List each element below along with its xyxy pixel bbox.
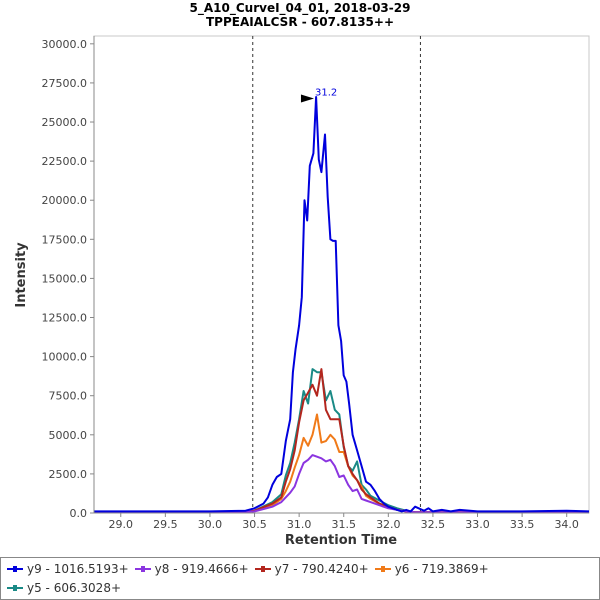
- peak-label: 31.2: [315, 88, 337, 99]
- legend-row: y5 - 606.3028+: [7, 578, 127, 598]
- y-tick-label: 10000.0: [42, 351, 88, 364]
- x-tick-label: 33.5: [510, 518, 535, 531]
- y-axis-label: Intensity: [14, 242, 29, 308]
- chart-subtitle: TPPEAIALCSR - 607.8135++: [206, 15, 394, 29]
- chromatogram-chart: 5_A10_CurveI_04_01, 2018-03-29 TPPEAIALC…: [14, 1, 590, 548]
- y-tick-label: 0.0: [70, 507, 88, 520]
- legend-label: y7 - 790.4240+: [274, 562, 369, 576]
- legend-row: y9 - 1016.5193+ y8 - 919.4666+ y7 - 790.42…: [7, 559, 495, 579]
- peak-marker-icon: [300, 94, 314, 103]
- legend-label: y9 - 1016.5193+: [27, 562, 129, 576]
- y-tick-label: 12500.0: [42, 312, 88, 325]
- x-tick-label: 29.0: [109, 518, 134, 531]
- legend-item-y5[interactable]: y5 - 606.3028+: [7, 581, 121, 595]
- x-tick-label: 33.0: [465, 518, 490, 531]
- legend-swatch-icon: [7, 585, 23, 591]
- y-tick-label: 20000.0: [42, 194, 88, 207]
- legend-label: y8 - 919.4666+: [154, 562, 249, 576]
- y-tick-label: 22500.0: [42, 155, 88, 168]
- legend-swatch-icon: [7, 566, 23, 572]
- y-tick-label: 30000.0: [42, 38, 88, 51]
- x-tick-label: 31.0: [287, 518, 312, 531]
- chart-legend: y9 - 1016.5193+ y8 - 919.4666+ y7 - 790.42…: [0, 557, 600, 600]
- chart-title: 5_A10_CurveI_04_01, 2018-03-29: [190, 1, 411, 16]
- series-line-y9[interactable]: [94, 96, 590, 513]
- legend-label: y5 - 606.3028+: [27, 581, 122, 595]
- legend-item-y6[interactable]: y6 - 719.3869+: [374, 562, 489, 576]
- legend-label: y6 - 719.3869+: [394, 562, 489, 576]
- plot-area[interactable]: [93, 35, 590, 514]
- legend-swatch-icon: [254, 566, 271, 572]
- x-tick-label: 32.5: [421, 518, 446, 531]
- series-line-y5[interactable]: [94, 368, 589, 514]
- legend-swatch-icon: [134, 566, 151, 572]
- y-tick-label: 2500.0: [49, 468, 88, 481]
- x-tick-label: 32.0: [376, 518, 401, 531]
- y-tick-label: 5000.0: [49, 429, 88, 442]
- y-tick-label: 15000.0: [42, 272, 88, 285]
- y-tick-label: 17500.0: [42, 233, 88, 246]
- legend-swatch-icon: [374, 566, 391, 572]
- x-tick-label: 30.0: [198, 518, 223, 531]
- x-tick-label: 34.0: [554, 518, 579, 531]
- y-tick-label: 27500.0: [42, 77, 88, 90]
- x-tick-label: 31.5: [331, 518, 356, 531]
- y-tick-label: 25000.0: [42, 116, 88, 129]
- legend-item-y8[interactable]: y8 - 919.4666+: [134, 562, 249, 576]
- x-tick-label: 29.5: [153, 518, 178, 531]
- y-tick-label: 7500.0: [49, 390, 88, 403]
- legend-item-y9[interactable]: y9 - 1016.5193+: [7, 562, 129, 576]
- series-line-y8[interactable]: [94, 454, 589, 514]
- legend-item-y7[interactable]: y7 - 790.4240+: [254, 562, 369, 576]
- x-axis-label: Retention Time: [285, 533, 397, 548]
- x-tick-label: 30.5: [242, 518, 267, 531]
